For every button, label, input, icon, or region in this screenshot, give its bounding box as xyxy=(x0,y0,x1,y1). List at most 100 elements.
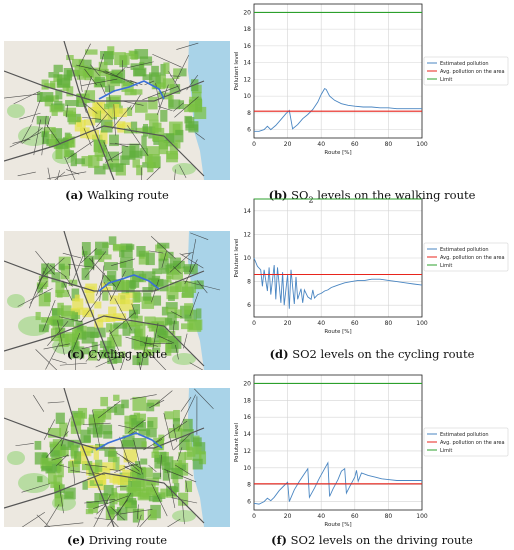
series-line-estimated xyxy=(253,257,423,309)
park-area xyxy=(18,473,50,493)
series-line-estimated xyxy=(254,88,422,132)
y-tick-label: 12 xyxy=(243,76,251,83)
plot-frame xyxy=(253,3,423,139)
major-roads xyxy=(4,41,205,180)
plot-frame xyxy=(253,374,423,511)
x-tick-label: 60 xyxy=(351,513,359,520)
cycling-chart-caption: (d) SO2 levels on the cycling route xyxy=(230,347,514,361)
y-tick-label: 18 xyxy=(243,26,251,33)
y-tick-label: 14 xyxy=(243,60,251,67)
caption-text: Walking route xyxy=(83,188,169,202)
y-tick-label: 18 xyxy=(243,397,251,404)
cycling-route-map xyxy=(4,231,230,370)
y-tick-label: 12 xyxy=(243,448,251,455)
y-tick-label: 10 xyxy=(243,93,251,100)
sea-area xyxy=(188,388,230,527)
legend-entry: Avg. pollution on the area xyxy=(440,69,505,75)
park-area xyxy=(7,294,25,308)
caption-letter: (d) xyxy=(269,347,289,361)
y-tick-label: 6 xyxy=(247,302,251,309)
walking-route-caption: (a) Walking route xyxy=(4,188,230,202)
y-axis-label: Pollutant level xyxy=(234,51,240,90)
x-tick-label: 60 xyxy=(351,320,359,327)
y-tick-label: 6 xyxy=(247,127,251,134)
grid-lines xyxy=(253,375,423,510)
legend-entry: Limit xyxy=(440,263,452,269)
park-area xyxy=(172,510,196,522)
route-line xyxy=(95,432,163,451)
walking-so2-chart: 0 20 40 60 80 100 6 8 10 12 14 16 18 20 Route [%] Pollu… xyxy=(228,2,512,162)
y-axis-label: Pollutant level xyxy=(234,423,240,462)
y-tick-label: 16 xyxy=(243,414,251,421)
walking-route-map xyxy=(4,41,230,180)
route-line xyxy=(98,80,165,100)
x-tick-label: 0 xyxy=(252,513,256,520)
x-tick-label: 80 xyxy=(385,141,393,148)
y-tick-label: 20 xyxy=(243,9,251,16)
y-tick-label: 16 xyxy=(243,43,251,50)
legend-entry: Limit xyxy=(440,448,452,454)
x-axis-label: Route [%] xyxy=(324,522,351,528)
y-tick-label: 14 xyxy=(243,431,251,438)
caption-text: SO2 levels on the cycling route xyxy=(288,347,475,361)
y-tick-label: 8 xyxy=(247,110,251,117)
y-tick-label: 20 xyxy=(243,380,251,387)
x-tick-label: 0 xyxy=(252,141,256,148)
sea-area xyxy=(188,41,230,180)
x-tick-label: 20 xyxy=(284,320,292,327)
legend-entry: Limit xyxy=(440,77,452,83)
driving-route-map xyxy=(4,388,230,527)
legend-entry: Estimated pollution xyxy=(440,247,489,253)
y-tick-label: 10 xyxy=(243,255,251,262)
x-tick-label: 80 xyxy=(385,320,393,327)
street-grid xyxy=(4,42,205,180)
street-grid xyxy=(15,388,214,527)
legend-entry: Avg. pollution on the area xyxy=(440,440,505,446)
x-tick-label: 40 xyxy=(317,320,325,327)
caption-letter: (c) xyxy=(66,347,85,361)
caption-text: Driving route xyxy=(85,533,168,547)
park-area xyxy=(172,163,196,175)
x-tick-label: 20 xyxy=(284,141,292,148)
legend: Estimated pollution Avg. pollution on the… xyxy=(423,56,509,86)
x-tick-label: 0 xyxy=(252,320,256,327)
x-tick-label: 100 xyxy=(416,320,428,327)
x-tick-label: 100 xyxy=(416,141,428,148)
caption-letter: (f) xyxy=(271,533,287,547)
x-tick-label: 100 xyxy=(416,513,428,520)
y-tick-label: 6 xyxy=(247,499,251,506)
y-tick-label: 10 xyxy=(243,465,251,472)
caption-text: Cycling route xyxy=(84,347,168,361)
cycling-route-caption: (c) Cycling route xyxy=(4,347,230,361)
x-axis-label: Route [%] xyxy=(324,150,351,156)
major-roads xyxy=(4,388,205,527)
y-tick-label: 12 xyxy=(243,231,251,238)
y-tick-label: 14 xyxy=(243,208,251,215)
grid-lines xyxy=(253,4,423,138)
y-axis-label: Pollutant level xyxy=(234,238,240,277)
x-tick-label: 60 xyxy=(351,141,359,148)
legend: Estimated pollution Avg. pollution on the… xyxy=(423,242,509,272)
grid-lines xyxy=(253,199,423,317)
legend-entry: Avg. pollution on the area xyxy=(440,255,505,261)
sea-area xyxy=(188,231,230,370)
legend-entry: Estimated pollution xyxy=(440,61,489,67)
driving-so2-chart: 0 20 40 60 80 100 6 8 10 12 14 16 18 20 Route [%] Pollu… xyxy=(228,373,512,533)
y-tick-label: 8 xyxy=(247,482,251,489)
y-tick-label: 8 xyxy=(247,279,251,286)
driving-chart-caption: (f) SO2 levels on the driving route xyxy=(230,533,514,547)
driving-route-caption: (e) Driving route xyxy=(4,533,230,547)
caption-letter: (e) xyxy=(66,533,86,547)
x-tick-label: 80 xyxy=(385,513,393,520)
street-grid xyxy=(17,232,221,370)
x-axis-label: Route [%] xyxy=(324,329,351,335)
caption-letter: (a) xyxy=(65,188,84,202)
legend-entry: Estimated pollution xyxy=(440,432,489,438)
x-tick-label: 40 xyxy=(317,141,325,148)
cycling-so2-chart: 0 20 40 60 80 100 6 8 10 12 14 Route [%] Pollutant l… xyxy=(228,191,512,351)
park-area xyxy=(7,104,25,118)
caption-subscript: 2 xyxy=(308,195,314,205)
park-area xyxy=(7,451,25,465)
major-roads xyxy=(4,231,205,370)
series-line-estimated xyxy=(253,461,422,505)
